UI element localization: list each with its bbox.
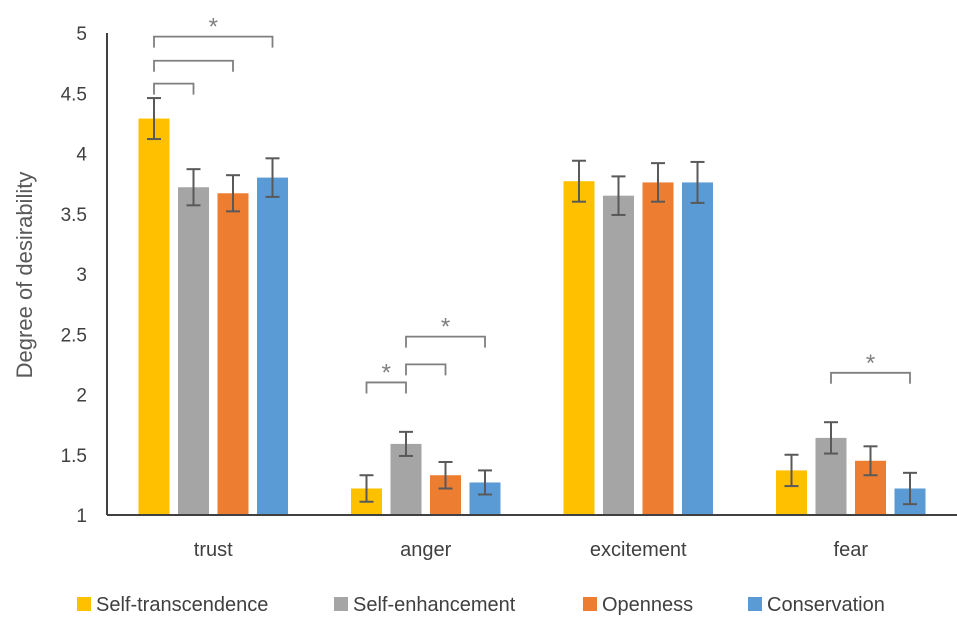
- error-bars: [147, 97, 917, 506]
- bar: [603, 195, 634, 516]
- legend: Self-transcendence Self-enhancement Openne…: [77, 594, 885, 616]
- bars: [138, 118, 926, 516]
- bar: [642, 182, 674, 516]
- bar: [138, 118, 170, 516]
- significance-bracket: [153, 59, 234, 72]
- significance-brackets: * * * *: [153, 14, 911, 394]
- y-tick-labels: 1 1.5 2 2.5 3 3.5 4 4.5 5: [61, 24, 88, 527]
- significance-marker: *: [209, 14, 218, 41]
- bar: [682, 182, 713, 516]
- significance-marker: *: [382, 359, 391, 386]
- bar: [217, 193, 249, 515]
- category-label: anger: [400, 539, 451, 561]
- legend-label: Self-transcendence: [96, 594, 268, 616]
- y-tick-label: 4.5: [61, 84, 87, 105]
- significance-marker: *: [866, 350, 875, 377]
- y-tick-label: 3: [76, 265, 87, 286]
- legend-label: Conservation: [767, 594, 885, 616]
- bar: [178, 187, 209, 516]
- significance-bracket: [830, 371, 911, 384]
- y-tick-label: 1.5: [61, 446, 87, 467]
- category-label: trust: [194, 539, 233, 561]
- significance-bracket: [153, 82, 195, 95]
- significance-bracket: [405, 335, 486, 348]
- y-tick-label: 4: [76, 145, 87, 166]
- legend-swatch: [748, 597, 762, 611]
- bar: [563, 181, 595, 515]
- legend-swatch: [77, 597, 91, 611]
- y-tick-label: 5: [76, 24, 87, 45]
- y-tick-label: 3.5: [61, 205, 87, 226]
- category-label: excitement: [590, 539, 687, 561]
- legend-label: Self-enhancement: [353, 594, 516, 616]
- significance-bracket: [405, 363, 447, 376]
- bar: [257, 177, 288, 515]
- category-label: fear: [834, 539, 869, 561]
- legend-swatch: [334, 597, 348, 611]
- y-tick-label: 2.5: [61, 325, 87, 346]
- significance-marker: *: [441, 314, 450, 341]
- significance-bracket: [153, 35, 274, 48]
- legend-label: Openness: [602, 594, 693, 616]
- legend-swatch: [583, 597, 597, 611]
- category-labels: trust anger excitement fear: [194, 539, 869, 561]
- y-tick-label: 1: [76, 506, 87, 527]
- y-tick-label: 2: [76, 386, 87, 407]
- significance-bracket: [365, 381, 407, 394]
- y-axis-label: Degree of desirability: [12, 172, 37, 379]
